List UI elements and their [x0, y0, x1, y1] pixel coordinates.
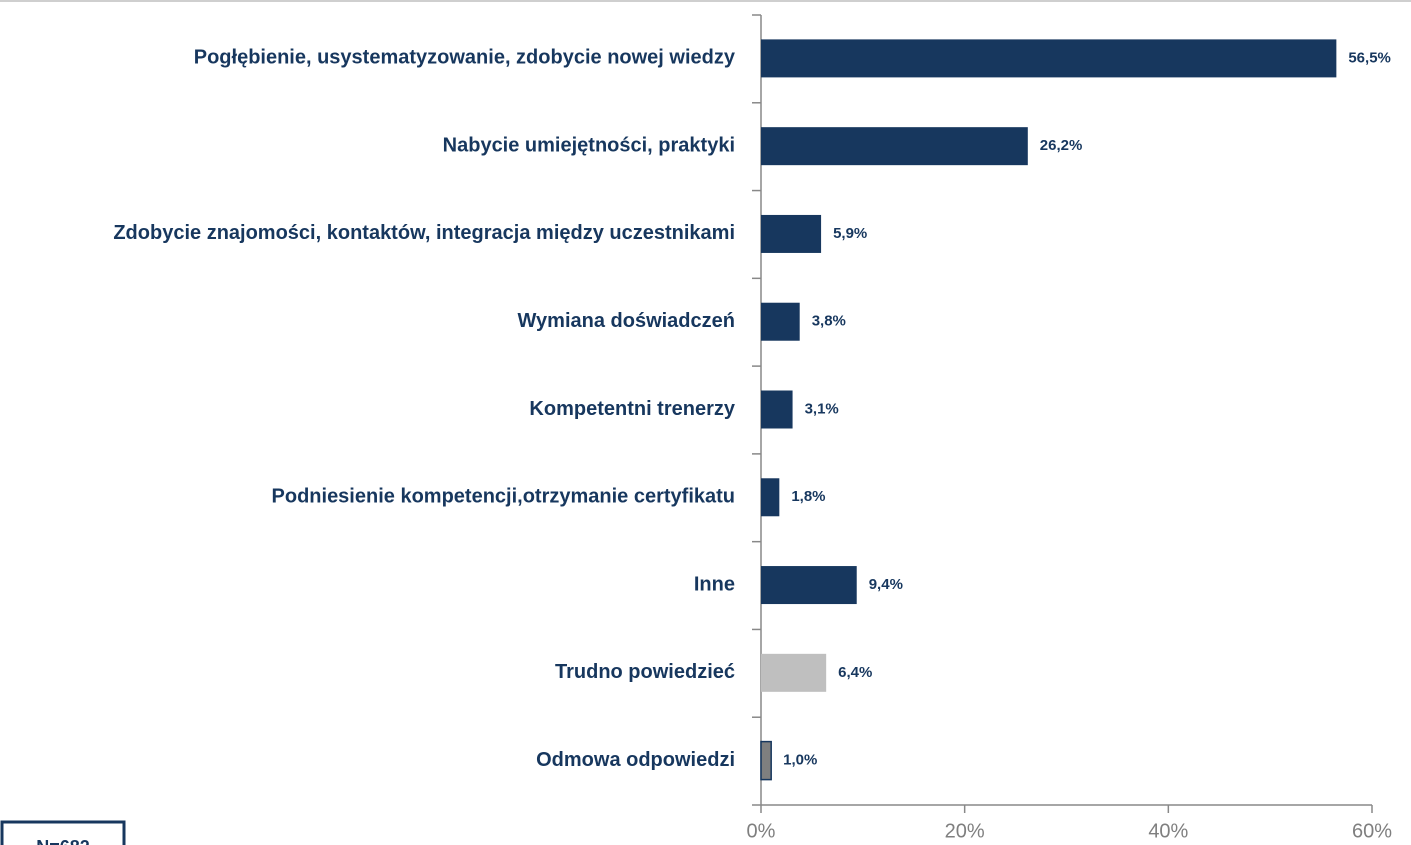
x-tick-label: 20% — [945, 820, 985, 842]
y-tick-label: Zdobycie znajomości, kontaktów, integrac… — [113, 222, 735, 244]
value-label: 1,8% — [791, 488, 825, 505]
y-tick-label: Kompetentni trenerzy — [529, 398, 735, 420]
value-label: 3,1% — [805, 400, 839, 417]
bar — [761, 302, 800, 341]
value-label: 9,4% — [869, 576, 903, 593]
note-box — [0, 820, 126, 845]
value-label: 56,5% — [1348, 49, 1391, 66]
bar — [761, 478, 780, 517]
bar — [761, 566, 857, 605]
x-tick-label: 0% — [747, 820, 776, 842]
bar — [761, 39, 1337, 78]
y-tick-label: Odmowa odpowiedzi — [536, 749, 735, 771]
value-label: 6,4% — [838, 664, 872, 681]
y-tick-label: Inne — [694, 573, 735, 595]
bar — [761, 390, 793, 429]
y-tick-label: Podniesienie kompetencji,otrzymanie cert… — [272, 486, 735, 508]
bar — [761, 214, 822, 253]
x-tick-label: 60% — [1352, 820, 1392, 842]
bar — [761, 653, 827, 692]
value-label: 3,8% — [812, 313, 846, 330]
y-tick-label: Wymiana doświadczeń — [518, 310, 735, 332]
value-label: 5,9% — [833, 225, 867, 242]
note: N=682 — [36, 837, 90, 845]
x-tick-label: 40% — [1148, 820, 1188, 842]
bar — [760, 740, 772, 781]
value-label: 1,0% — [783, 752, 817, 769]
value-label: 26,2% — [1040, 137, 1083, 154]
bar — [761, 127, 1028, 166]
y-tick-label: Trudno powiedzieć — [555, 661, 735, 683]
y-tick-label: Nabycie umiejętności, praktyki — [443, 134, 735, 156]
y-tick-label: Pogłębienie, usystematyzowanie, zdobycie… — [194, 47, 736, 69]
